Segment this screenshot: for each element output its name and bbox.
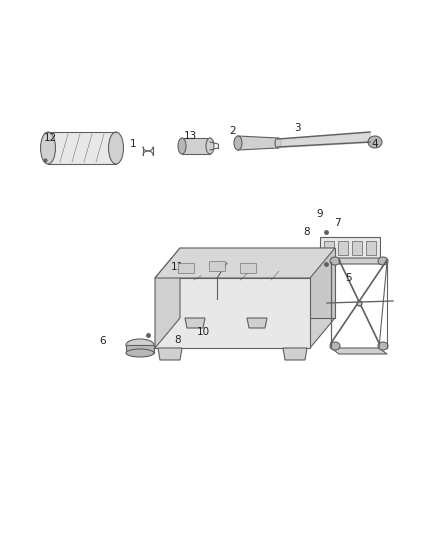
Polygon shape [331,258,387,264]
Ellipse shape [378,257,388,265]
Polygon shape [180,248,335,318]
Text: 9: 9 [316,209,323,219]
Polygon shape [178,262,194,272]
Polygon shape [155,248,180,348]
Text: 6: 6 [99,336,106,346]
Polygon shape [209,261,225,271]
Ellipse shape [126,339,154,351]
Polygon shape [185,318,205,328]
Text: 8: 8 [303,227,310,237]
Polygon shape [338,241,348,255]
Polygon shape [240,262,256,272]
Polygon shape [155,278,310,348]
Polygon shape [310,248,335,348]
Text: 13: 13 [184,131,197,141]
Ellipse shape [126,349,154,357]
Text: 11: 11 [171,262,184,271]
Text: 12: 12 [44,133,57,142]
Text: 3: 3 [294,123,301,133]
Polygon shape [283,348,307,360]
Polygon shape [48,132,116,164]
Polygon shape [324,241,334,255]
Text: 8: 8 [174,335,181,344]
Polygon shape [320,237,380,259]
Ellipse shape [109,132,124,164]
Polygon shape [352,241,362,255]
Text: 5: 5 [345,273,352,283]
Polygon shape [238,136,278,150]
Ellipse shape [178,138,186,154]
Polygon shape [126,345,154,353]
Text: 4: 4 [371,139,378,149]
Text: 2: 2 [229,126,236,135]
Polygon shape [366,241,376,255]
Text: 7: 7 [334,218,341,228]
Ellipse shape [368,136,382,148]
Polygon shape [158,348,182,360]
Ellipse shape [330,342,340,350]
Ellipse shape [41,132,56,164]
Text: 10: 10 [197,327,210,336]
Ellipse shape [378,342,388,350]
Ellipse shape [330,257,340,265]
Polygon shape [182,138,210,154]
Ellipse shape [234,136,242,150]
Ellipse shape [206,138,214,154]
Polygon shape [247,318,267,328]
Polygon shape [155,248,335,278]
Polygon shape [331,348,387,354]
Ellipse shape [275,138,281,148]
Text: 1: 1 [130,139,137,149]
